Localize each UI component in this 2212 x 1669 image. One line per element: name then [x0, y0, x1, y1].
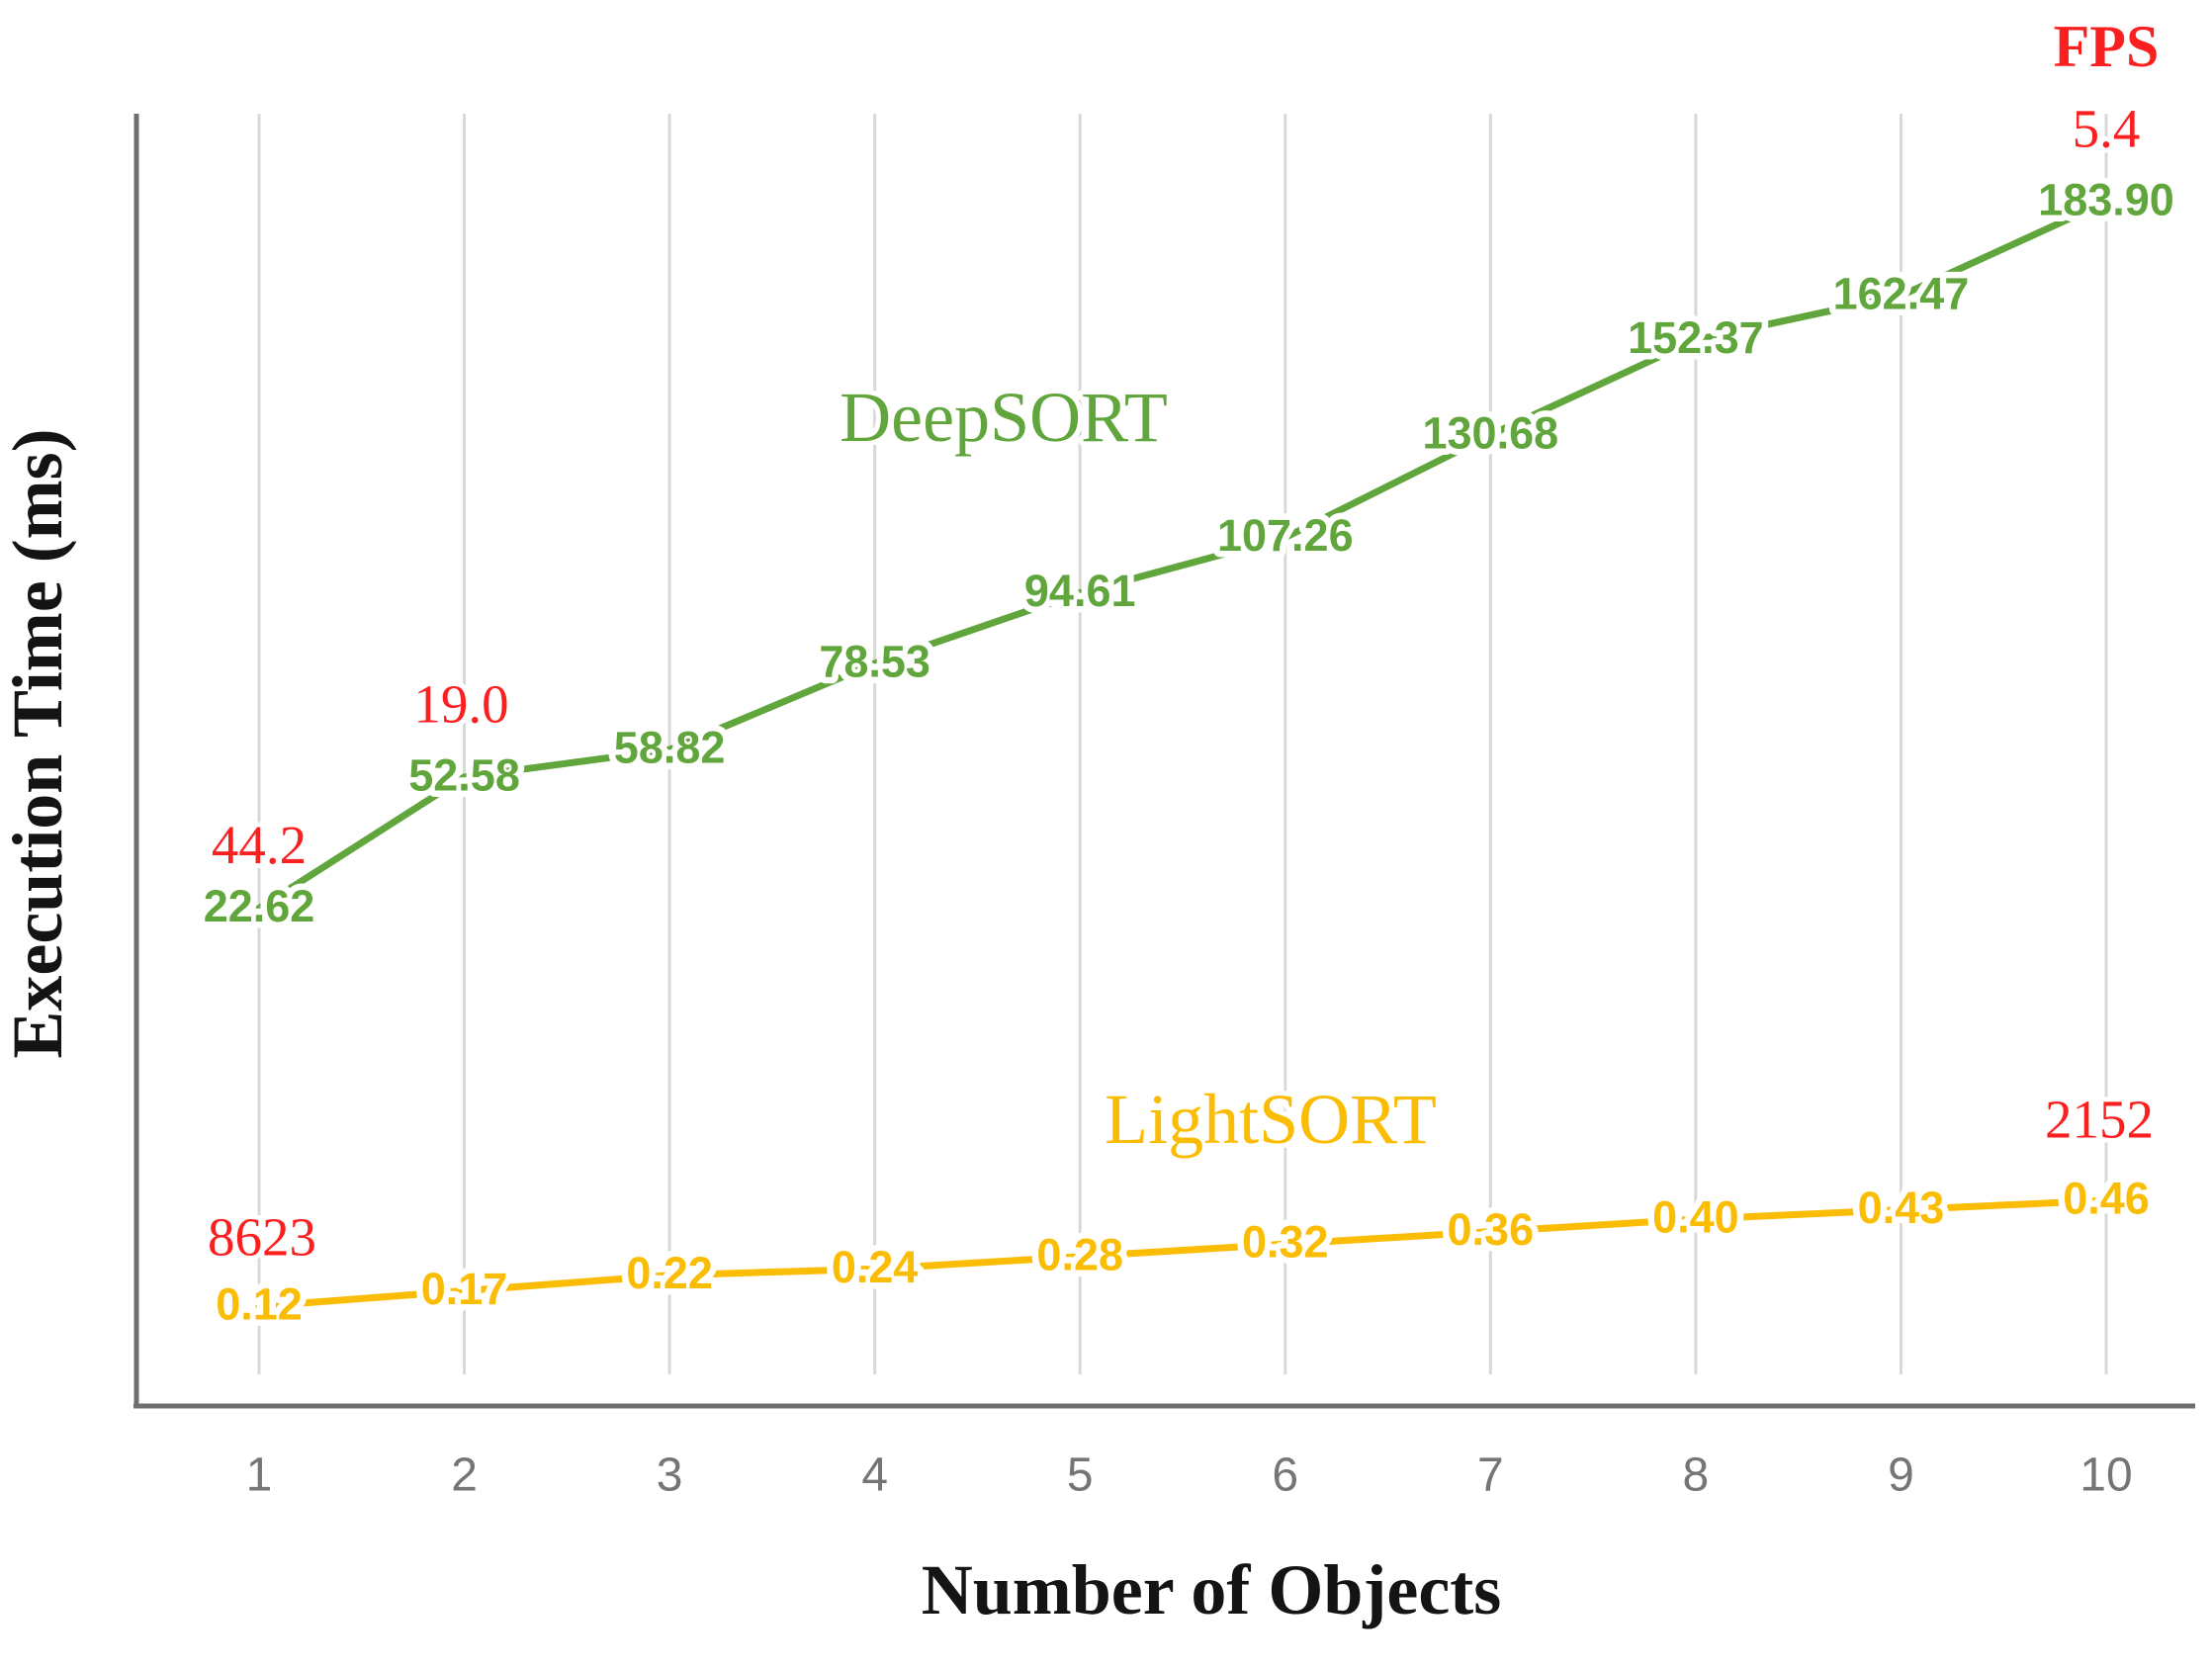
fps-value-8623: 8623 [208, 1207, 316, 1268]
fps-title: FPS [2054, 14, 2160, 79]
x-tick-label-2: 2 [451, 1449, 478, 1502]
deepsort-point-label: 94.61 [1024, 566, 1136, 616]
deepsort-point-label: 183.90 [2038, 175, 2174, 225]
deepsort-point-label: 107.26 [1217, 510, 1354, 561]
fps-value-5-4: 5.4 [2073, 99, 2141, 159]
deepsort-point-label: 162.47 [1833, 268, 1970, 318]
data-labels-group: 22.62 52.58 58.82 78.53 94.61 107.26 130.68 152… [197, 168, 2180, 1336]
lightsort-point-label: 0.43 [1858, 1183, 1945, 1233]
deepsort-point-label: 58.82 [614, 723, 726, 773]
lightsort-point-label: 0.40 [1652, 1192, 1739, 1243]
deepsort-point-label: 78.53 [819, 636, 930, 686]
x-tick-label-8: 8 [1683, 1449, 1710, 1502]
lightsort-point-label: 0.46 [2063, 1174, 2150, 1224]
x-tick-label-7: 7 [1477, 1449, 1504, 1502]
fps-annotations-group: FPS 5.4 44.2 19.0 8623 2152 [203, 9, 2164, 1273]
fps-value-19-0: 19.0 [413, 673, 508, 734]
x-tick-label-3: 3 [657, 1449, 683, 1502]
series-titles-group: DeepSORT LightSORT [835, 373, 1442, 1164]
axes-group [133, 114, 2195, 1409]
gridlines-group [257, 114, 2108, 1374]
lightsort-point-label: 0.24 [832, 1242, 919, 1292]
lightsort-point-label: 0.17 [421, 1264, 508, 1314]
deepsort-line [255, 198, 2110, 913]
fps-value-2152: 2152 [2045, 1090, 2154, 1150]
lightsort-point-label: 0.32 [1242, 1217, 1329, 1268]
lightsort-point-label: 0.12 [216, 1279, 303, 1330]
deepsort-series-title: DeepSORT [840, 378, 1168, 457]
y-axis-title: Execution Time (ms) [0, 428, 77, 1058]
lightsort-line [255, 1196, 2110, 1310]
x-tick-label-1: 1 [246, 1449, 273, 1502]
x-tick-label-6: 6 [1272, 1449, 1298, 1502]
x-tick-label-9: 9 [1888, 1449, 1914, 1502]
x-tick-label-5: 5 [1067, 1449, 1094, 1502]
lightsort-point-label: 0.28 [1036, 1229, 1123, 1279]
deepsort-point-label: 152.37 [1628, 312, 1764, 363]
x-tick-label-4: 4 [861, 1449, 888, 1502]
deepsort-point-label: 130.68 [1423, 407, 1559, 458]
x-tick-labels-group: 1 2 3 4 5 6 7 8 9 10 [246, 1449, 2133, 1502]
x-axis-title: Number of Objects [922, 1550, 1502, 1629]
x-tick-label-10: 10 [2079, 1449, 2132, 1502]
series-lines-group [255, 198, 2110, 1310]
lightsort-point-label: 0.36 [1448, 1204, 1535, 1255]
deepsort-point-label: 52.58 [408, 749, 520, 800]
deepsort-point-label: 22.62 [204, 881, 315, 931]
lightsort-point-label: 0.22 [626, 1248, 713, 1298]
lightsort-series-title: LightSORT [1105, 1080, 1437, 1159]
fps-value-44-2: 44.2 [212, 815, 307, 875]
